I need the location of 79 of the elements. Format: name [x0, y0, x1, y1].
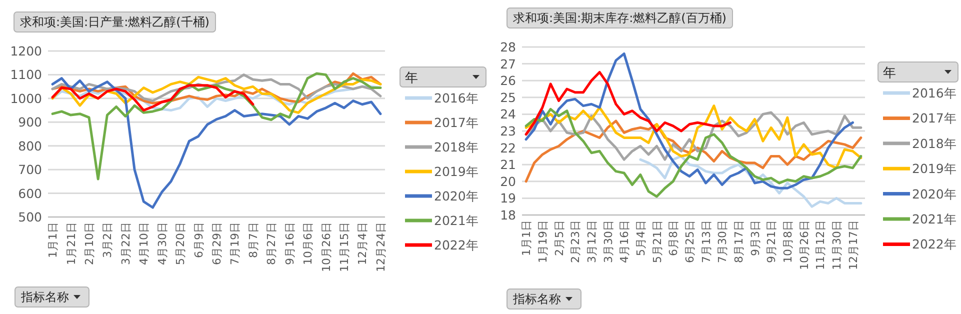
- x-tick-label: 4月10日: [138, 222, 151, 265]
- x-tick-label: 9月16日: [283, 222, 296, 265]
- y-tick-label: 18: [500, 208, 516, 222]
- y-tick-label: 22: [500, 140, 516, 156]
- chart-title: 求和项:美国:日产量:燃料乙醇(千桶): [20, 15, 210, 29]
- legend-label: 2018年: [912, 136, 957, 151]
- y-tick-label: 28: [500, 40, 516, 54]
- x-tick-label: 8月7日: [246, 222, 260, 258]
- legend-label: 2022年: [434, 238, 479, 252]
- y-tick-label: 24: [500, 106, 516, 122]
- legend-label: 2020年: [434, 188, 479, 204]
- x-tick-label: 4月30日: [156, 222, 169, 265]
- x-tick-label: 4月16日: [618, 220, 632, 263]
- y-tick-label: 25: [500, 90, 516, 105]
- text: 指标名称: [20, 290, 69, 304]
- x-tick-label: 5月4日: [634, 220, 648, 256]
- x-tick-label: 1月19日: [536, 220, 550, 263]
- x-tick-label: 1月1日: [520, 220, 534, 256]
- x-tick-label: 3月22日: [119, 222, 132, 265]
- x-tick-label: 1月21日: [64, 222, 78, 265]
- x-tick-label: 1月1日: [46, 222, 60, 258]
- y-tick-label: 19: [500, 190, 516, 206]
- x-tick-label: 6月29日: [210, 222, 224, 265]
- legend-label: 2022年: [912, 236, 957, 252]
- x-tick-label: 7月13日: [700, 220, 713, 263]
- x-tick-label: 6月8日: [667, 220, 680, 256]
- x-tick-label: 9月21日: [765, 220, 778, 263]
- x-tick-label: 3月12日: [585, 220, 598, 263]
- y-tick-label: 1100: [10, 67, 42, 82]
- x-tick-label: 2月5日: [552, 220, 566, 256]
- x-tick-label: 10月8日: [781, 220, 794, 263]
- x-tick-label: 7月30日: [716, 220, 730, 263]
- legend-label: 2021年: [912, 212, 957, 226]
- x-tick-label: 9月3日: [748, 220, 762, 256]
- x-tick-label: 11月30日: [830, 220, 844, 270]
- text: 指标名称: [512, 292, 561, 306]
- legend-label: 2016年: [912, 86, 957, 100]
- y-tick-label: 800: [18, 138, 42, 154]
- legend-label: 2017年: [912, 110, 957, 126]
- legend-label: 2019年: [434, 164, 479, 179]
- y-tick-label: 20: [500, 174, 516, 189]
- legend-label: 2016年: [434, 90, 479, 106]
- y-tick-label: 27: [500, 56, 516, 72]
- x-tick-label: 8月17日: [732, 220, 746, 263]
- x-tick-label: 6月9日: [192, 222, 206, 258]
- legend-title: 年: [405, 71, 418, 86]
- x-tick-label: 8月27日: [265, 222, 278, 265]
- x-tick-label: 5月21日: [650, 220, 664, 263]
- x-tick-label: 11月15日: [338, 222, 352, 272]
- x-tick-label: 2月10日: [82, 222, 96, 265]
- x-tick-label: 12月24日: [374, 222, 388, 272]
- x-tick-label: 7月19日: [228, 222, 242, 265]
- y-tick-label: 700: [18, 162, 42, 178]
- legend-label: 2018年: [434, 140, 479, 154]
- x-tick-label: 12月4日: [356, 222, 370, 265]
- y-tick-label: 900: [18, 114, 42, 130]
- legend-label: 2021年: [434, 213, 479, 228]
- x-tick-label: 5月20日: [174, 222, 188, 265]
- y-tick-label: 500: [18, 210, 42, 224]
- y-tick-label: 26: [500, 73, 516, 88]
- x-tick-label: 3月2日: [101, 222, 114, 258]
- x-tick-label: 10月6日: [302, 222, 315, 265]
- x-tick-label: 6月25日: [683, 220, 696, 263]
- y-tick-label: 1000: [10, 90, 42, 106]
- y-tick-label: 23: [500, 124, 516, 138]
- x-tick-label: 11月12日: [814, 220, 828, 270]
- legend-label: 2017年: [434, 115, 479, 130]
- x-tick-label: 10月26日: [798, 220, 811, 270]
- y-tick-label: 21: [500, 157, 516, 172]
- legend-label: 2020年: [912, 186, 957, 202]
- legend-label: 2019年: [912, 161, 957, 176]
- x-tick-label: 2月23日: [569, 220, 582, 263]
- legend-title: 年: [883, 66, 896, 81]
- y-tick-label: 600: [18, 186, 42, 201]
- y-tick-label: 1200: [10, 44, 42, 58]
- x-tick-label: 3月30日: [602, 220, 615, 263]
- chart-title: 求和项:美国:期末库存:燃料乙醇(百万桶): [513, 11, 726, 25]
- x-tick-label: 12月17日: [846, 220, 860, 270]
- x-tick-label: 10月26日: [320, 222, 333, 272]
